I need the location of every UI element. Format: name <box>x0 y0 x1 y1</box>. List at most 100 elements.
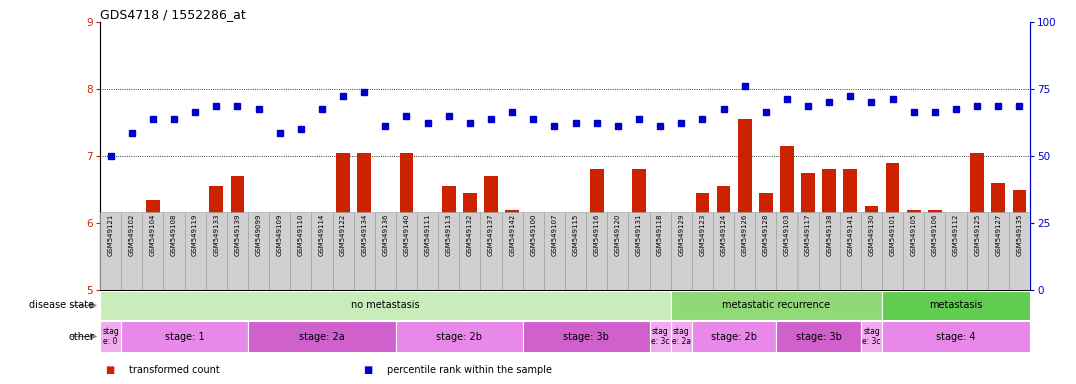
Bar <box>125 260 139 290</box>
Bar <box>100 321 122 352</box>
Bar <box>252 237 266 290</box>
Bar <box>946 212 966 290</box>
Text: no metastasis: no metastasis <box>351 301 420 311</box>
Bar <box>501 212 523 290</box>
Bar <box>670 321 692 352</box>
Text: GSM549115: GSM549115 <box>572 214 579 256</box>
Bar <box>734 212 755 290</box>
Text: ■: ■ <box>105 365 115 375</box>
Bar <box>924 212 946 290</box>
Text: ■: ■ <box>364 365 373 375</box>
Text: transformed count: transformed count <box>129 365 220 375</box>
Bar <box>442 186 455 290</box>
Text: GSM549126: GSM549126 <box>741 214 748 256</box>
Bar <box>991 183 1005 290</box>
Bar <box>548 240 562 290</box>
Bar <box>1013 189 1027 290</box>
Bar <box>586 212 607 290</box>
Bar <box>717 186 731 290</box>
Bar <box>206 212 227 290</box>
Bar <box>692 212 713 290</box>
Text: stag
e: 0: stag e: 0 <box>102 328 119 346</box>
Bar <box>273 247 286 290</box>
Bar <box>230 176 244 290</box>
Text: GSM549112: GSM549112 <box>953 214 959 256</box>
Bar <box>100 291 670 320</box>
Text: GSM549136: GSM549136 <box>382 214 388 256</box>
Text: percentile rank within the sample: percentile rank within the sample <box>387 365 552 375</box>
Bar <box>100 212 122 290</box>
Text: other: other <box>69 331 95 341</box>
Bar <box>628 212 650 290</box>
Bar <box>844 169 858 290</box>
Bar <box>122 321 247 352</box>
Bar <box>506 210 519 290</box>
Bar <box>882 291 1030 320</box>
Text: GSM549125: GSM549125 <box>974 214 980 256</box>
Bar <box>269 212 291 290</box>
Bar <box>670 291 882 320</box>
Text: metastatic recurrence: metastatic recurrence <box>722 301 831 311</box>
Text: GSM549111: GSM549111 <box>425 214 430 256</box>
Bar <box>332 212 354 290</box>
Bar <box>188 226 202 290</box>
Bar <box>315 266 329 290</box>
Text: GSM549109: GSM549109 <box>277 214 283 256</box>
Bar <box>354 212 374 290</box>
Text: GSM549101: GSM549101 <box>890 214 895 256</box>
Bar <box>523 212 543 290</box>
Bar <box>185 212 206 290</box>
Bar <box>882 321 1030 352</box>
Bar <box>247 321 396 352</box>
Text: GSM549140: GSM549140 <box>404 214 410 256</box>
Bar <box>966 212 988 290</box>
Text: GSM549102: GSM549102 <box>129 214 134 256</box>
Bar <box>777 321 861 352</box>
Bar <box>882 212 903 290</box>
Bar <box>463 193 477 290</box>
Bar <box>291 212 311 290</box>
Text: stage: 3b: stage: 3b <box>563 331 609 341</box>
Bar <box>865 206 878 290</box>
Bar <box>569 240 582 290</box>
Bar <box>632 169 646 290</box>
Text: GSM549131: GSM549131 <box>636 214 642 256</box>
Bar <box>650 212 670 290</box>
Bar <box>438 212 459 290</box>
Text: GDS4718 / 1552286_at: GDS4718 / 1552286_at <box>100 8 245 21</box>
Text: GSM549106: GSM549106 <box>932 214 938 256</box>
Bar <box>988 212 1009 290</box>
Bar <box>399 153 413 290</box>
Text: GSM549127: GSM549127 <box>995 214 1002 256</box>
Text: GSM549108: GSM549108 <box>171 214 176 256</box>
Bar <box>396 321 523 352</box>
Bar <box>543 212 565 290</box>
Bar <box>210 186 223 290</box>
Text: GSM549114: GSM549114 <box>318 214 325 256</box>
Bar <box>949 243 963 290</box>
Bar <box>336 153 350 290</box>
Bar <box>780 146 794 290</box>
Bar <box>861 212 882 290</box>
Bar <box>481 212 501 290</box>
Bar <box>421 233 435 290</box>
Bar <box>797 212 819 290</box>
Text: GSM549142: GSM549142 <box>509 214 515 256</box>
Bar <box>650 321 670 352</box>
Bar <box>670 212 692 290</box>
Text: GSM549100: GSM549100 <box>530 214 536 256</box>
Text: GSM549121: GSM549121 <box>108 214 114 256</box>
Bar <box>142 212 164 290</box>
Text: GSM549128: GSM549128 <box>763 214 768 256</box>
Text: stag
e: 2a: stag e: 2a <box>671 328 691 346</box>
Text: stage: 1: stage: 1 <box>165 331 204 341</box>
Bar <box>523 321 650 352</box>
Text: GSM549105: GSM549105 <box>910 214 917 256</box>
Text: GSM549122: GSM549122 <box>340 214 346 256</box>
Bar <box>374 212 396 290</box>
Text: GSM549133: GSM549133 <box>213 214 220 256</box>
Text: GSM549135: GSM549135 <box>1017 214 1022 256</box>
Bar <box>294 253 308 290</box>
Text: GSM549099: GSM549099 <box>255 214 261 256</box>
Text: GSM549107: GSM549107 <box>551 214 557 256</box>
